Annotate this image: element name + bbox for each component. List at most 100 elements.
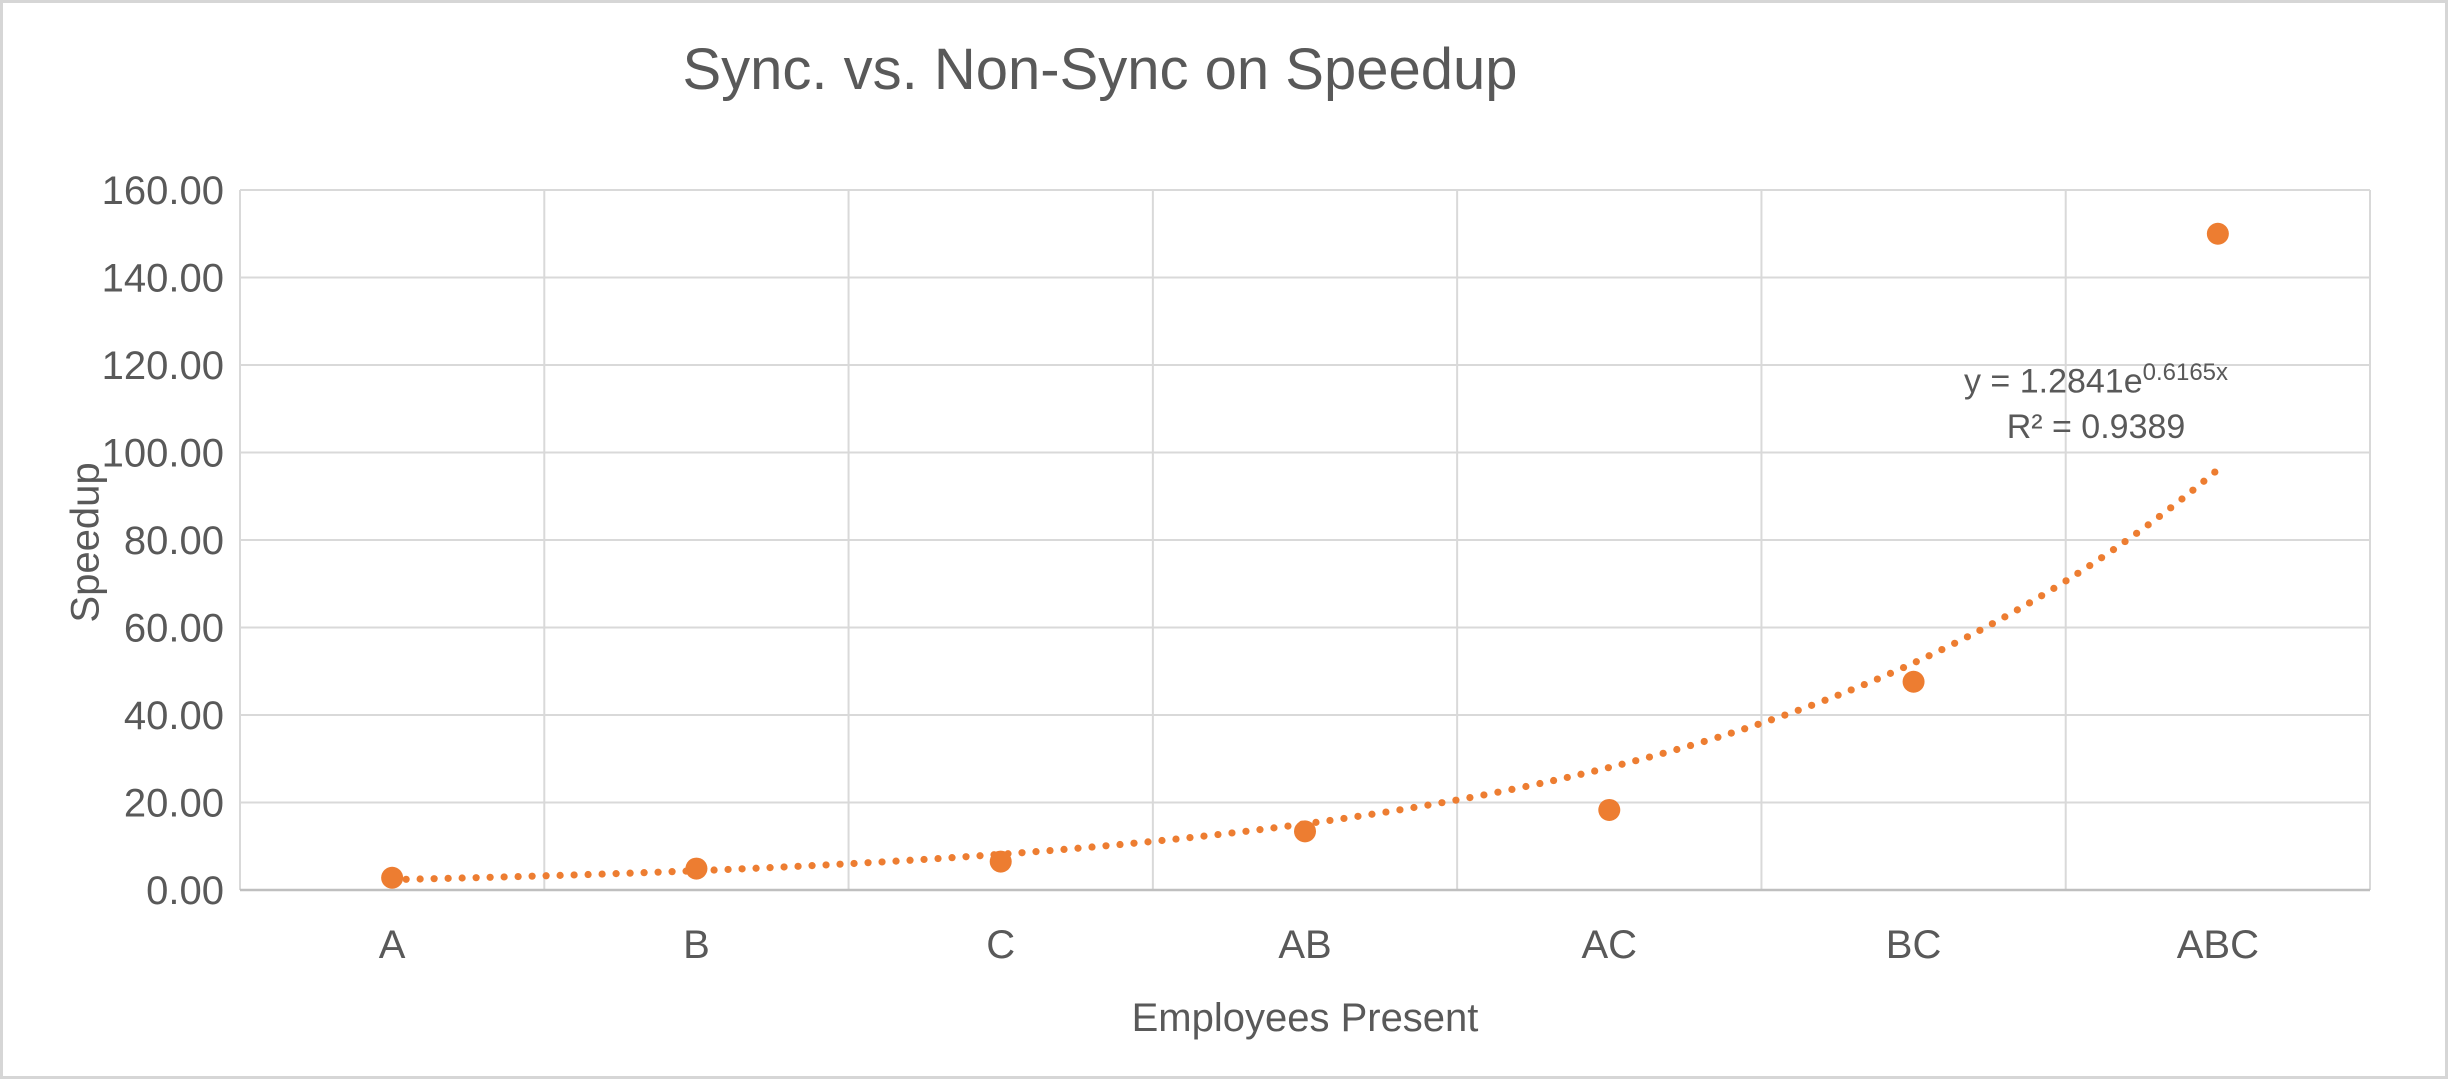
y-tick-label: 40.00 [124, 694, 224, 738]
trendline-dot [2098, 554, 2106, 562]
y-tick-label: 120.00 [102, 344, 224, 388]
trendline-dot [1951, 639, 1959, 647]
trendline-dot [1046, 846, 1054, 855]
trendline-dot [1200, 832, 1208, 840]
trendline-dot [640, 869, 648, 877]
trendline-dot [612, 870, 620, 878]
trendline-dot [542, 872, 550, 880]
trendline-dot [808, 862, 816, 870]
trendline-dot [1018, 849, 1026, 857]
trendline-dot [2050, 584, 2058, 592]
trendline-dot [724, 865, 732, 874]
trendline-r2-line: R² = 0.9389 [2006, 408, 2186, 447]
trendline-dot [1088, 843, 1096, 851]
trendline-dot [2121, 537, 2129, 546]
x-tick-label: AC [1581, 923, 1637, 967]
data-point[interactable] [2206, 222, 2229, 245]
trendline-label: y = 1.2841e0.6165x R² = 0.9389 [1930, 350, 2262, 450]
trendline-dot [1847, 686, 1855, 694]
data-point[interactable] [381, 866, 404, 889]
trendline-dot [1550, 776, 1558, 785]
trendline-dot [1794, 706, 1802, 714]
trendline-dot [584, 870, 592, 879]
data-point[interactable] [1598, 798, 1621, 821]
trendline-dot [1886, 669, 1895, 677]
data-point[interactable] [1902, 670, 1925, 693]
trendline-dot [1899, 663, 1908, 672]
trendline-dot [1270, 824, 1278, 832]
trendline-dot [1284, 822, 1292, 830]
x-tick-label: AB [1278, 923, 1331, 967]
trendline-dot [864, 859, 872, 867]
data-point[interactable] [989, 850, 1012, 873]
trendline-dot [836, 860, 844, 868]
trendline-dot [1452, 796, 1460, 804]
y-tick-label: 100.00 [102, 432, 224, 476]
trendline-dot [2167, 504, 2175, 512]
trendline-dot [1368, 810, 1376, 818]
trendline-dot [514, 872, 522, 881]
trendline-dot [1659, 749, 1667, 757]
trendline-dot [1767, 716, 1776, 724]
y-tick-label: 80.00 [124, 519, 224, 563]
trendline-dot [1834, 691, 1842, 699]
trendline-dot [1172, 835, 1180, 843]
trendline-dot [1591, 767, 1599, 775]
trendline-dot [1256, 826, 1264, 834]
trendline-dot [1700, 737, 1708, 746]
trendline-dot [1074, 844, 1082, 852]
trendline-dot [1988, 620, 1996, 628]
trendline-dot [2038, 592, 2046, 600]
trendline-dot [1060, 845, 1068, 854]
trendline-dot [2025, 599, 2034, 607]
trendline-dot [766, 864, 774, 872]
x-tick-label: BC [1886, 923, 1942, 967]
trendline-dot [402, 875, 410, 883]
trendline-dot [1618, 760, 1626, 768]
trendline-dot [1781, 711, 1789, 719]
y-tick-label: 20.00 [124, 782, 224, 826]
trendline-dot [1466, 794, 1474, 802]
trendline-dot [416, 875, 424, 883]
trendline-dot [1686, 741, 1695, 750]
trendline-dot [570, 871, 578, 879]
trendline-dot [1860, 680, 1868, 689]
trendline-dot [626, 869, 634, 877]
data-point[interactable] [1294, 820, 1316, 843]
trendline-dot [1563, 773, 1571, 782]
trendline-dot [2200, 477, 2208, 485]
x-axis-title: Employees Present [1131, 996, 1479, 1040]
trendline-dot [1673, 745, 1681, 754]
trendline-dot [1214, 830, 1222, 839]
trendline-dot [1741, 725, 1749, 733]
trendline-dot [1912, 658, 1920, 666]
trendline-dot [1242, 827, 1250, 835]
data-point[interactable] [685, 857, 708, 880]
trendline-dot [1577, 770, 1585, 778]
trendline-dot [1604, 764, 1612, 772]
trendline-dot [1410, 803, 1418, 812]
trendline-dot [1808, 701, 1816, 709]
trendline-dot [1382, 808, 1390, 816]
x-tick-label: C [986, 923, 1015, 967]
trendline-dot [892, 857, 900, 865]
trendline-dot [1963, 633, 1972, 641]
trendline-equation-line: y = 1.2841e0.6165x [1930, 350, 2262, 404]
trendline-dot [2013, 606, 2021, 614]
trendline-dot [1976, 626, 1984, 634]
trendline-dot [2189, 486, 2197, 494]
trendline-dot [1144, 838, 1152, 846]
trendline-dot [528, 872, 536, 880]
trendline-dot [822, 861, 830, 869]
trendline-dot [598, 870, 606, 878]
trendline-dot [500, 873, 508, 881]
trendline-dot [2178, 495, 2186, 503]
trendline-dot [2144, 521, 2152, 529]
y-tick-label: 0.00 [146, 869, 224, 913]
trendline-dot [1326, 816, 1334, 825]
trendline-dot [1714, 733, 1722, 741]
trendline-dot [710, 866, 718, 874]
trendline-dot [430, 875, 438, 883]
